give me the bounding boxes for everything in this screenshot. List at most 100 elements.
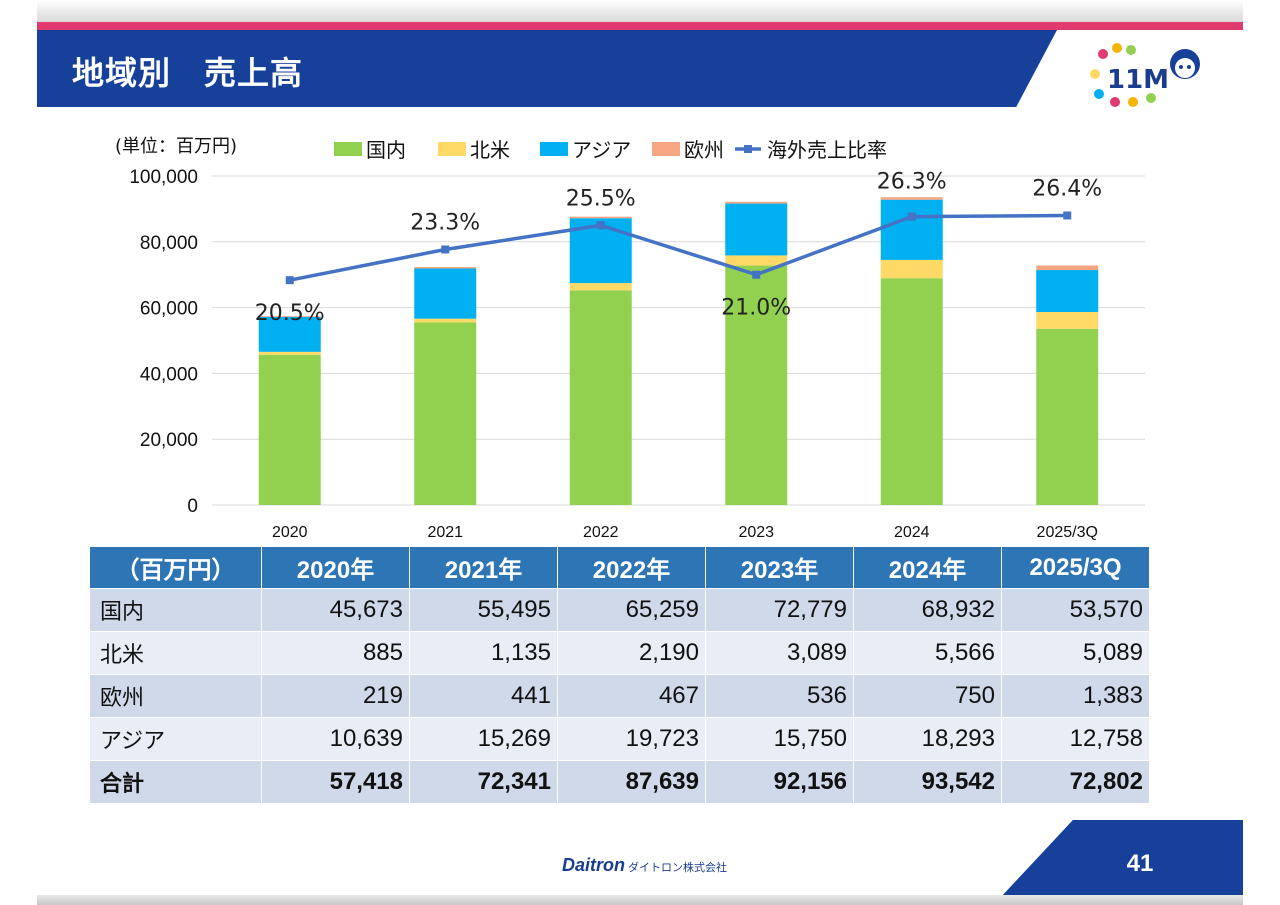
header-accent-stripe (37, 22, 1243, 30)
bar-segment (880, 197, 943, 200)
table-cell: 93,542 (853, 760, 1002, 804)
table-cell: 536 (705, 674, 854, 718)
table-cell: 18,293 (853, 717, 1002, 761)
y-tick-label: 0 (187, 496, 198, 517)
ratio-data-label: 20.5% (255, 301, 325, 326)
legend-line-marker (744, 145, 752, 153)
table-cell: 1,383 (1001, 674, 1150, 718)
table-cell: 467 (557, 674, 706, 718)
row-label: 合計 (89, 760, 262, 804)
bar-segment (569, 290, 632, 505)
table-row: 北米 885 1,135 2,190 3,089 5,566 5,089 (89, 631, 1150, 675)
ratio-data-label: 26.3% (877, 170, 947, 195)
bar-segment (880, 199, 943, 260)
table-cell: 885 (261, 631, 410, 675)
table-cell: 87,639 (557, 760, 706, 804)
row-label: アジア (89, 717, 262, 761)
bar-segment (414, 267, 477, 269)
legend-label: 北米 (470, 138, 510, 162)
bar-segment (725, 203, 788, 256)
ratio-marker (285, 276, 294, 285)
bar-segment (1036, 265, 1099, 271)
table-cell: 15,269 (409, 717, 558, 761)
ratio-data-label: 25.5% (566, 186, 636, 211)
y-tick-label: 60,000 (140, 299, 198, 320)
bar-segment (258, 354, 321, 505)
table-year-header: 2025/3Q (1001, 546, 1150, 589)
bar-segment (258, 351, 321, 355)
table-total-row: 合計 57,418 72,341 87,639 92,156 93,542 72… (89, 760, 1150, 804)
table-year-header: 2024年 (853, 546, 1002, 589)
x-tick-label: 2021 (427, 524, 463, 541)
ratio-data-label: 23.3% (410, 210, 480, 235)
table-cell: 3,089 (705, 631, 854, 675)
table-year-header: 2022年 (557, 546, 706, 589)
table-year-header: 2021年 (409, 546, 558, 589)
legend-label: 国内 (366, 138, 406, 162)
x-tick-label: 2022 (583, 524, 619, 541)
row-label: 欧州 (89, 674, 262, 718)
x-tick-label: 2024 (894, 524, 930, 541)
bar-segment (414, 322, 477, 505)
ratio-marker (907, 212, 916, 221)
company-brand: Daitron ダイトロン株式会社 (562, 855, 727, 876)
bar-segment (1036, 312, 1099, 329)
bar-segment (880, 278, 943, 505)
table-cell: 72,341 (409, 760, 558, 804)
table-cell: 5,566 (853, 631, 1002, 675)
ratio-line (289, 213, 1068, 282)
table-row: アジア 10,639 15,269 19,723 15,750 18,293 1… (89, 717, 1150, 761)
bar-segment (1036, 270, 1099, 313)
x-tick-label: 2023 (738, 524, 774, 541)
regional-sales-chart: 0 20,000 40,000 60,000 80,000 100,000 2020 202… (115, 136, 1145, 541)
table-cell: 92,156 (705, 760, 854, 804)
ratio-marker (752, 270, 761, 279)
table-year-header: 2020年 (261, 546, 410, 589)
page-number: 41 (1126, 850, 1154, 877)
legend-label: 海外売上比率 (767, 138, 887, 162)
legend-swatch (438, 142, 466, 156)
ratio-data-label: 21.0% (721, 296, 791, 321)
title-bar (37, 30, 1057, 107)
table-cell: 2,190 (557, 631, 706, 675)
regional-sales-table: （百万円） 2020年 2021年 2022年 2023年 2024年 2025… (89, 546, 1150, 804)
bar-segment (725, 201, 788, 204)
table-cell: 750 (853, 674, 1002, 718)
table-cell: 219 (261, 674, 410, 718)
bar-segment (258, 316, 321, 352)
table-cell: 45,673 (261, 588, 410, 632)
brand-subtitle: ダイトロン株式会社 (628, 862, 727, 874)
ratio-marker (596, 221, 605, 230)
chart-unit-label: (単位：百万円) (115, 136, 237, 157)
table-cell: 15,750 (705, 717, 854, 761)
bar-segment (569, 283, 632, 291)
x-tick-label: 2020 (272, 524, 308, 541)
ratio-marker (1063, 211, 1072, 220)
table-cell: 5,089 (1001, 631, 1150, 675)
bar-segment (1036, 328, 1099, 505)
ratio-data-label: 26.4% (1032, 176, 1102, 201)
table-cell: 12,758 (1001, 717, 1150, 761)
bar-segment (569, 216, 632, 219)
table-cell: 441 (409, 674, 558, 718)
page-title: 地域別 売上高 (72, 54, 304, 92)
footer-bottom-gradient (37, 895, 1243, 905)
table-year-header: 2023年 (705, 546, 854, 589)
y-tick-label: 80,000 (140, 233, 198, 254)
table-cell: 19,723 (557, 717, 706, 761)
table-corner-header: （百万円） (89, 546, 262, 589)
table-cell: 10,639 (261, 717, 410, 761)
bar-segment (725, 255, 788, 266)
table-row: 国内 45,673 55,495 65,259 72,779 68,932 53… (89, 588, 1150, 632)
table-cell: 53,570 (1001, 588, 1150, 632)
table-cell: 72,802 (1001, 760, 1150, 804)
table-row: 欧州 219 441 467 536 750 1,383 (89, 674, 1150, 718)
y-tick-label: 100,000 (129, 167, 198, 188)
y-tick-label: 20,000 (140, 430, 198, 451)
table-cell: 65,259 (557, 588, 706, 632)
legend-swatch (652, 142, 680, 156)
logo-text: 11M (1107, 65, 1169, 95)
y-tick-label: 40,000 (140, 364, 198, 385)
table-cell: 68,932 (853, 588, 1002, 632)
legend-label: 欧州 (684, 138, 724, 162)
